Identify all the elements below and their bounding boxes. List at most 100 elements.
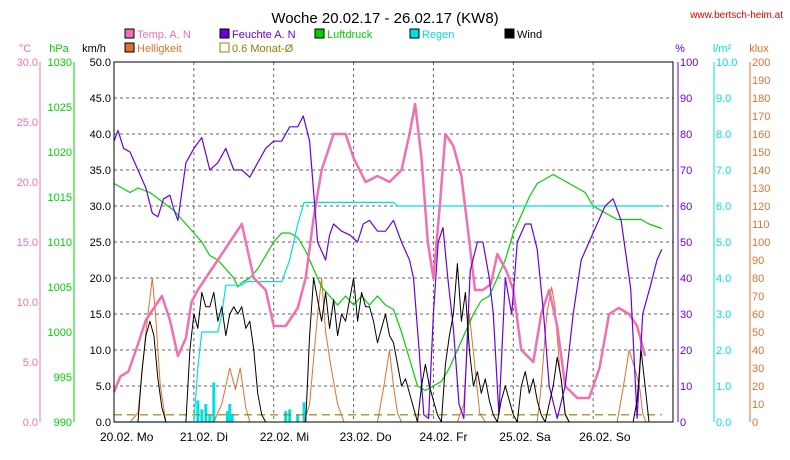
legend-label: Temp. A. N	[137, 29, 191, 41]
unit-rain: l/m²	[713, 43, 732, 55]
humidity-axis-tick: 20	[680, 345, 692, 357]
tick-labels: 0.05.010.015.020.025.030.099099510001005…	[17, 57, 771, 429]
wind-axis-tick: 25.0	[90, 237, 111, 249]
temp-axis-tick: 0.0	[23, 417, 38, 429]
legend-label: 0.6 Monat-Ø	[232, 43, 294, 55]
humidity-axis-tick: 70	[680, 165, 692, 177]
rain-axis-tick: 10.0	[716, 57, 737, 69]
day-labels: 20.02. Mo 21.02. Di 22.02. Mi 23.02. Do 24.0…	[100, 430, 631, 444]
rain-axis-tick: 8.0	[716, 129, 731, 141]
pressure-axis-tick: 990	[54, 417, 72, 429]
humidity-axis-tick: 30	[680, 309, 692, 321]
temp-axis-tick: 15.0	[17, 237, 38, 249]
temp-axis-tick: 20.0	[17, 177, 38, 189]
wind-axis-tick: 0.0	[96, 417, 111, 429]
rain-bar	[204, 404, 208, 422]
lux-axis-tick: 0	[752, 417, 758, 429]
day-label: 26.02. So	[579, 430, 631, 444]
legend-item-temp: Temp. A. N	[124, 28, 191, 41]
lux-axis-tick: 140	[752, 165, 770, 177]
rain-axis-tick: 7.0	[716, 165, 731, 177]
legend-swatch	[219, 42, 230, 53]
legend-item-avg: 0.6 Monat-Ø	[219, 42, 294, 55]
temp-axis-tick: 5.0	[23, 357, 38, 369]
legend-label: Helligkeit	[137, 43, 182, 55]
series-line-rain	[114, 201, 662, 423]
rain-axis-tick: 0.0	[716, 417, 731, 429]
lux-axis-tick: 60	[752, 309, 764, 321]
legend-swatch	[219, 28, 230, 39]
legend-swatch	[124, 42, 135, 53]
temp-axis-tick: 30.0	[17, 57, 38, 69]
rain-bar	[296, 414, 300, 422]
rain-axis-tick: 5.0	[716, 237, 731, 249]
series-line-temp	[112, 102, 647, 400]
humidity-axis-tick: 90	[680, 93, 692, 105]
lux-axis-tick: 190	[752, 75, 770, 87]
temp-axis-tick: 10.0	[17, 297, 38, 309]
website-link[interactable]: www.bertsch-heim.at	[689, 10, 783, 21]
wind-axis-tick: 35.0	[90, 165, 111, 177]
rain-bar	[200, 409, 204, 422]
day-label: 22.02. Mi	[260, 430, 309, 444]
rain-axis-tick: 6.0	[716, 201, 731, 213]
humidity-axis-tick: 80	[680, 129, 692, 141]
rain-axis-tick: 9.0	[716, 93, 731, 105]
lux-axis-tick: 90	[752, 255, 764, 267]
pressure-axis-tick: 1000	[48, 327, 72, 339]
rain-bar	[208, 414, 212, 422]
series-line-humidity	[113, 115, 663, 419]
wind-axis-tick: 40.0	[90, 129, 111, 141]
lux-axis-tick: 170	[752, 111, 770, 123]
series-layer	[112, 102, 663, 423]
legend: Temp. A. N Feuchte A. N Luftdruck Regen Wind…	[124, 28, 542, 55]
lux-axis-tick: 50	[752, 327, 764, 339]
temp-axis-tick: 25.0	[17, 117, 38, 129]
lux-axis-tick: 130	[752, 183, 770, 195]
legend-label: Feuchte A. N	[232, 29, 296, 41]
series-line-wind	[114, 263, 662, 423]
lux-axis-tick: 160	[752, 129, 770, 141]
humidity-axis-tick: 50	[680, 237, 692, 249]
legend-item-wind: Wind	[504, 28, 542, 41]
rain-axis-tick: 4.0	[716, 273, 731, 285]
wind-axis-tick: 30.0	[90, 201, 111, 213]
rain-bar	[212, 382, 216, 422]
humidity-axis-tick: 100	[680, 57, 698, 69]
rain-bar	[302, 402, 306, 422]
rain-axis-tick: 3.0	[716, 309, 731, 321]
legend-swatch	[124, 28, 135, 39]
unit-temp: °C	[19, 43, 31, 55]
legend-swatch	[504, 28, 515, 39]
legend-label: Luftdruck	[327, 29, 373, 41]
wind-axis-tick: 5.0	[96, 381, 111, 393]
unit-humidity: %	[675, 43, 685, 55]
unit-pressure: hPa	[49, 43, 69, 55]
axis-units: °C hPa km/h % l/m² klux	[19, 43, 769, 55]
rain-axis-tick: 2.0	[716, 345, 731, 357]
lux-axis-tick: 120	[752, 201, 770, 213]
day-label: 25.02. Sa	[499, 430, 551, 444]
pressure-axis-tick: 1015	[48, 192, 72, 204]
rain-bar	[196, 400, 200, 422]
rain-bar	[225, 411, 229, 422]
day-label: 23.02. Do	[340, 430, 392, 444]
series-line-brightness	[114, 277, 662, 423]
lux-axis-tick: 10	[752, 399, 764, 411]
rain-bar	[288, 409, 292, 422]
pressure-axis-tick: 995	[54, 372, 72, 384]
pressure-axis-tick: 1025	[48, 102, 72, 114]
legend-label: Wind	[517, 29, 542, 41]
lux-axis-tick: 30	[752, 363, 764, 375]
pressure-axis-tick: 1005	[48, 282, 72, 294]
lux-axis-tick: 70	[752, 291, 764, 303]
plot-frame	[113, 61, 674, 423]
pressure-axis-tick: 1010	[48, 237, 72, 249]
legend-swatch	[409, 28, 420, 39]
lux-axis-tick: 80	[752, 273, 764, 285]
humidity-axis-tick: 60	[680, 201, 692, 213]
legend-item-brightness: Helligkeit	[124, 42, 182, 55]
humidity-axis-tick: 40	[680, 273, 692, 285]
legend-item-pressure: Luftdruck	[314, 28, 373, 41]
